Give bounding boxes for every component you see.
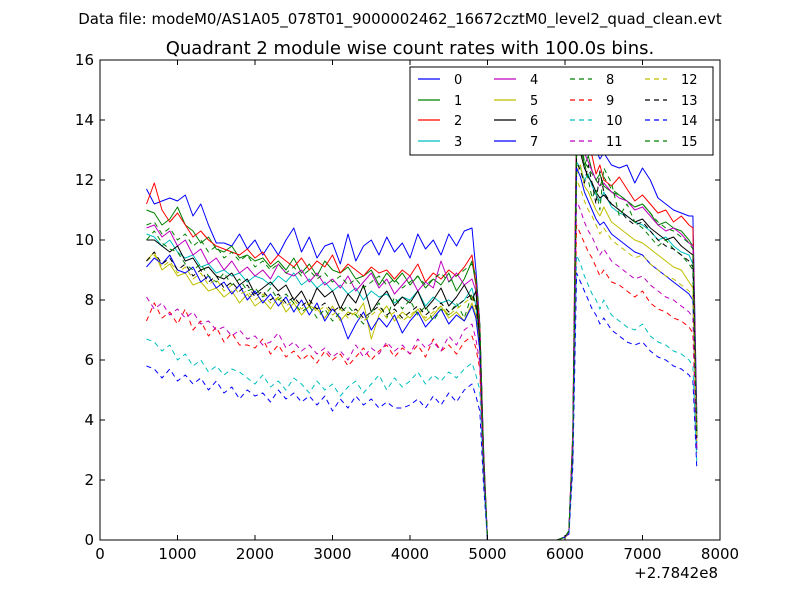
y-tick-label: 14 [75,111,94,129]
legend-label-4: 4 [530,73,538,88]
legend-label-6: 6 [530,114,538,129]
series-line-14 [146,272,698,540]
x-axis: 0 1000 2000 3000 4000 5000 6000 7000 8000 [95,60,739,563]
x-tick-label: 3000 [313,545,351,563]
x-tick-label: 1000 [158,545,196,563]
series-line-10 [146,254,698,540]
y-tick-label: 16 [75,51,94,69]
chart-title: Quadrant 2 module wise count rates with … [166,38,655,59]
legend-label-15: 15 [681,135,698,150]
series-line-7 [146,167,698,540]
legend-label-3: 3 [454,135,462,150]
legend-label-9: 9 [606,94,614,109]
legend-label-8: 8 [606,73,614,88]
y-tick-label: 0 [84,531,94,549]
series-line-9 [146,224,698,540]
x-tick-label: 8000 [701,545,739,563]
y-tick-label: 6 [84,351,94,369]
x-tick-label: 0 [95,545,105,563]
x-tick-label: 2000 [236,545,274,563]
series-line-13 [146,161,698,540]
legend-label-13: 13 [681,94,698,109]
series-line-5 [146,164,698,540]
x-offset-label: +2.7842e8 [634,564,718,582]
series-line-11 [146,200,698,540]
legend-frame [409,66,714,156]
x-tick-label: 6000 [546,545,584,563]
legend-label-11: 11 [606,135,623,150]
y-tick-label: 4 [84,411,94,429]
legend-label-12: 12 [681,73,698,88]
legend-label-7: 7 [530,135,538,150]
figure-suptitle: Data file: modeM0/AS1A05_078T01_90000024… [78,10,722,29]
y-tick-label: 12 [75,171,94,189]
legend-label-10: 10 [606,114,623,129]
legend-label-0: 0 [454,73,462,88]
y-tick-label: 8 [84,291,94,309]
y-tick-label: 10 [75,231,94,249]
legend-label-14: 14 [681,114,698,129]
series-layer [146,104,698,540]
series-line-6 [146,149,698,540]
series-line-12 [146,179,698,540]
legend-label-5: 5 [530,94,538,109]
x-tick-label: 5000 [468,545,506,563]
x-tick-label: 4000 [391,545,429,563]
legend-label-2: 2 [454,114,462,129]
y-tick-label: 2 [84,471,94,489]
x-tick-label: 7000 [623,545,661,563]
series-line-2 [146,104,698,540]
legend-label-1: 1 [454,94,462,109]
series-line-4 [146,119,698,540]
